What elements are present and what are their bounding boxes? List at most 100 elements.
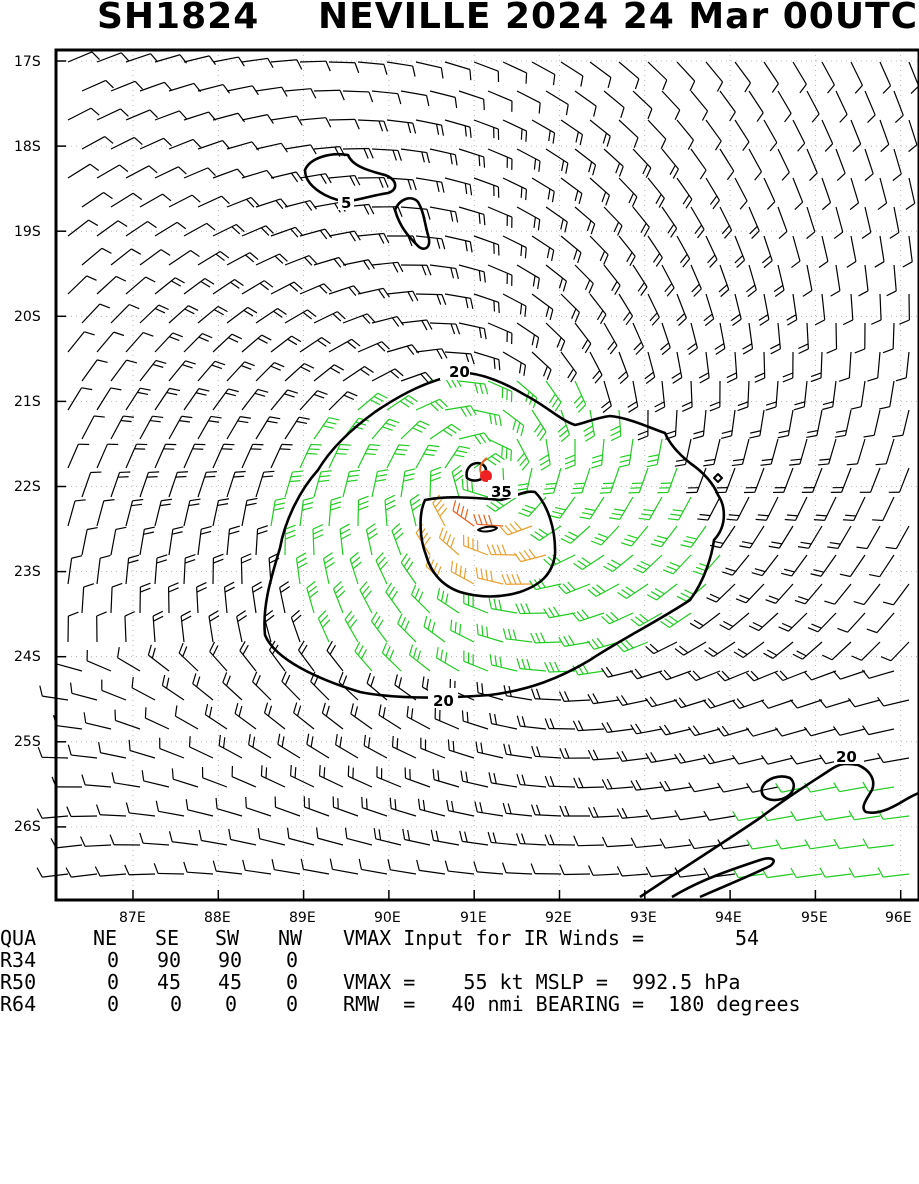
- wind-barb: [648, 120, 666, 149]
- wind-barb: [430, 323, 460, 334]
- wind-barb: [126, 388, 151, 410]
- wind-barb: [372, 470, 388, 497]
- wind-barb: [847, 236, 856, 267]
- wind-barb: [474, 410, 501, 426]
- wind-barb: [477, 624, 503, 642]
- wind-barb: [781, 555, 807, 576]
- wind-barb: [126, 166, 157, 178]
- wind-barb: [285, 145, 316, 154]
- wind-barb: [213, 225, 244, 236]
- wind-barb: [97, 53, 129, 62]
- wind-barb: [588, 584, 619, 596]
- wind-barb: [445, 861, 474, 874]
- wind-barb: [647, 439, 662, 467]
- wind-barb: [464, 651, 488, 671]
- lon-label: 88E: [204, 910, 231, 925]
- wind-barb: [517, 265, 539, 289]
- wind-barb: [401, 372, 433, 382]
- wind-barb: [619, 439, 633, 467]
- wind-barb: [416, 62, 443, 78]
- wind-barb: [407, 706, 430, 729]
- wind-barb: [126, 499, 143, 526]
- wind-barb: [783, 352, 793, 382]
- wind-barb: [871, 294, 881, 324]
- wind-barb: [285, 417, 310, 439]
- wind-barb: [488, 323, 512, 344]
- wind-barb: [503, 62, 527, 84]
- wind-barb: [604, 323, 617, 354]
- wind-barb: [111, 416, 134, 439]
- wind-barb: [688, 726, 720, 736]
- wind-barb: [199, 830, 227, 845]
- wind-barb: [735, 236, 745, 268]
- wind-barb: [97, 444, 118, 468]
- wind-barb: [603, 555, 633, 571]
- wind-barb: [358, 62, 387, 75]
- wind-barb: [256, 199, 288, 209]
- quadrant-se: SE: [155, 926, 179, 950]
- wind-barb: [155, 499, 172, 526]
- wind-barb: [517, 716, 546, 729]
- wind-barb: [401, 421, 430, 439]
- wind-barb: [688, 671, 720, 681]
- wind-barb: [503, 803, 532, 816]
- wind-barb: [213, 57, 244, 66]
- wind-barb: [639, 497, 662, 520]
- wind-barb: [876, 439, 894, 465]
- wind-barb: [646, 642, 677, 654]
- wind-barb: [721, 410, 735, 438]
- wind-barb: [359, 859, 387, 874]
- wind-barb: [155, 167, 186, 178]
- wind-barb: [849, 868, 880, 877]
- wind-barb: [619, 62, 639, 89]
- wind-barb: [416, 294, 446, 305]
- wind-barb: [744, 468, 764, 492]
- wind-barb: [155, 388, 180, 410]
- wind-barb: [822, 62, 834, 93]
- lat-label: 18S: [14, 139, 41, 155]
- wind-barb: [735, 62, 750, 92]
- wind-barb: [126, 222, 156, 236]
- wind-barb: [433, 769, 459, 787]
- wind-barb: [662, 207, 677, 237]
- wind-barb: [82, 248, 111, 265]
- wind-barb: [660, 725, 691, 735]
- wind-barb: [213, 169, 245, 178]
- wind-barb: [831, 468, 851, 492]
- wind-barb: [880, 120, 889, 152]
- row-label: QUA: [0, 926, 36, 950]
- quadrant-sw: SW: [215, 926, 239, 950]
- wind-barb: [719, 265, 729, 297]
- r50-ne: 0: [107, 970, 119, 994]
- wind-barb: [489, 598, 517, 613]
- wind-barb: [575, 91, 596, 117]
- wind-barb: [240, 641, 256, 671]
- wind-barb: [878, 753, 909, 762]
- wind-barb: [822, 120, 833, 151]
- wind-barb: [732, 699, 764, 709]
- wind-barb: [778, 410, 793, 438]
- wind-barb: [791, 811, 822, 820]
- wind-barb: [850, 178, 858, 210]
- wind-barb: [68, 332, 95, 352]
- wind-barb: [488, 439, 511, 461]
- wind-barb: [140, 138, 171, 149]
- wind-barb: [401, 554, 416, 584]
- wind-barb: [848, 698, 880, 707]
- contour-diamond: [714, 474, 722, 482]
- wind-barb: [448, 739, 474, 758]
- wind-barb: [543, 468, 561, 494]
- wind-barb: [198, 306, 227, 323]
- longitude-labels: 87E 88E 89E 90E 91E 92E 93E 94E 95E 96E: [119, 910, 912, 925]
- lon-label: 94E: [715, 910, 742, 925]
- wind-barb: [111, 81, 143, 91]
- wind-barb: [604, 149, 623, 177]
- wind-barb: [504, 744, 532, 758]
- wind-barb: [333, 796, 358, 816]
- wind-barb: [68, 745, 97, 758]
- wind-barb: [764, 120, 777, 151]
- wind-barb: [602, 722, 633, 732]
- wind-barb: [590, 62, 611, 88]
- wind-barb: [38, 747, 68, 758]
- wind-barb: [343, 470, 360, 497]
